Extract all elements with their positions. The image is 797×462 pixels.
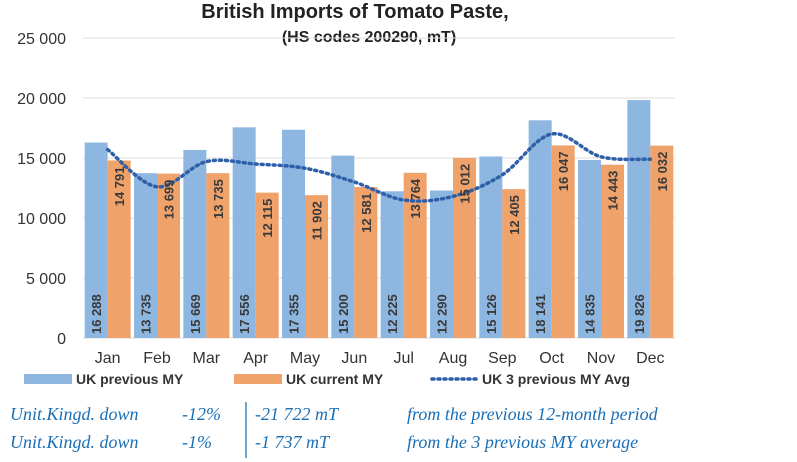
legend-label-3-previous-my-avg: UK 3 previous MY Avg [482, 371, 630, 387]
bar-current-my [157, 173, 180, 338]
bar-previous-my [232, 127, 256, 338]
bar-current-my [502, 189, 526, 338]
x-tick-label: Feb [143, 350, 171, 367]
summary-percent: -12% [182, 404, 221, 424]
data-label-current-my: 16 047 [556, 151, 571, 191]
bar-current-my [601, 164, 624, 338]
data-label-previous-my: 15 126 [484, 294, 499, 334]
y-tick-label: 10 000 [17, 211, 66, 228]
bar-current-my [206, 173, 230, 338]
bar-previous-my [84, 142, 108, 338]
bar-previous-my [282, 129, 305, 338]
data-label-current-my: 14 791 [112, 167, 127, 207]
data-label-current-my: 15 012 [458, 164, 473, 204]
bar-previous-my [380, 191, 404, 338]
x-tick-label: Oct [539, 350, 564, 367]
legend-label-previous-my: UK previous MY [76, 371, 184, 387]
x-tick-label: Jul [393, 350, 413, 367]
data-label-previous-my: 18 141 [533, 294, 548, 334]
x-tick-label: Sep [488, 350, 517, 367]
data-label-previous-my: 19 826 [632, 294, 647, 334]
summary-amount: -1 737 mT [255, 432, 330, 452]
data-label-current-my: 12 405 [507, 195, 522, 235]
bar-current-my [551, 145, 575, 338]
data-label-current-my: 12 115 [260, 199, 275, 238]
y-tick-label: 20 000 [17, 91, 66, 108]
y-tick-label: 15 000 [17, 151, 66, 168]
bar-previous-my [479, 156, 503, 338]
bar-current-my [650, 145, 674, 338]
legend: UK previous MY UK current MY UK 3 previous… [24, 371, 630, 387]
x-tick-label: Jan [95, 350, 121, 367]
y-tick-label: 5 000 [26, 271, 66, 288]
summary-separator [245, 402, 247, 458]
data-label-current-my: 13 735 [211, 179, 226, 219]
bar-current-my [453, 157, 476, 338]
x-tick-label: Dec [636, 350, 664, 367]
data-label-current-my: 11 902 [310, 201, 325, 240]
x-tick-label: Mar [193, 350, 221, 367]
gridlines [83, 37, 675, 339]
data-label-current-my: 13 764 [408, 178, 423, 219]
legend-swatch-previous-my [24, 374, 72, 384]
bar-labels: 16 288 14 791 13 735 13 699 15 669 13 735 17 5… [89, 151, 670, 334]
average-line-layer [105, 132, 653, 203]
data-label-current-my: 16 032 [655, 152, 670, 192]
bar-previous-my [578, 159, 601, 338]
x-tick-label: Apr [243, 350, 269, 367]
x-tick-label: May [290, 350, 320, 367]
x-tick-label: Nov [587, 350, 615, 367]
bar-current-my [403, 172, 427, 338]
data-label-current-my: 14 443 [606, 171, 621, 211]
series-line-3-previous-my-avg [105, 132, 653, 203]
legend-label-current-my: UK current MY [286, 371, 384, 387]
data-label-previous-my: 17 556 [237, 294, 252, 334]
data-label-current-my: 13 699 [162, 180, 177, 220]
bar-previous-my [528, 120, 552, 338]
data-label-previous-my: 16 288 [89, 294, 104, 334]
bar-previous-my [134, 173, 157, 338]
data-label-previous-my: 15 669 [188, 294, 203, 334]
bar-current-my [255, 192, 279, 338]
bar-previous-my [430, 190, 453, 338]
summary-description: from the previous 12-month period [407, 404, 658, 424]
bar-current-my [305, 195, 328, 338]
summary-amount: -21 722 mT [255, 404, 339, 424]
legend-swatch-current-my [234, 374, 282, 384]
data-label-previous-my: 15 200 [336, 294, 351, 334]
data-label-previous-my: 13 735 [139, 294, 154, 334]
x-axis-ticks: Jan Feb Mar Apr May Jun Jul Aug Sep Oct Nov Dec [95, 350, 665, 367]
y-axis-ticks: 0 5 000 10 000 15 000 20 000 25 000 [17, 31, 66, 348]
data-label-previous-my: 17 355 [287, 294, 302, 334]
bar-previous-my [183, 149, 207, 338]
summary-description: from the 3 previous MY average [407, 432, 639, 452]
data-label-previous-my: 12 290 [435, 294, 450, 334]
data-label-previous-my: 14 835 [583, 294, 598, 334]
data-label-current-my: 12 581 [359, 193, 374, 233]
y-tick-label: 25 000 [17, 31, 66, 48]
y-tick-label: 0 [57, 331, 66, 348]
summary-percent: -1% [182, 432, 212, 452]
bar-current-my [107, 160, 131, 338]
tomato-paste-imports-chart: British Imports of Tomato Paste, (HS cod… [17, 1, 675, 387]
summary-label: Unit.Kingd. down [10, 432, 139, 452]
x-tick-label: Jun [341, 350, 367, 367]
summary-row-12-month: Unit.Kingd. down -12% -21 722 mT from th… [0, 404, 797, 430]
bar-current-my [354, 187, 378, 338]
summary-label: Unit.Kingd. down [10, 404, 139, 424]
x-tick-label: Aug [439, 350, 467, 367]
summary-panel: Unit.Kingd. down -12% -21 722 mT from th… [0, 402, 797, 462]
summary-row-3-year-avg: Unit.Kingd. down -1% -1 737 mT from the … [0, 432, 797, 458]
bar-previous-my [331, 155, 355, 338]
chart-title: British Imports of Tomato Paste, [201, 1, 508, 23]
data-label-previous-my: 12 225 [385, 294, 400, 334]
